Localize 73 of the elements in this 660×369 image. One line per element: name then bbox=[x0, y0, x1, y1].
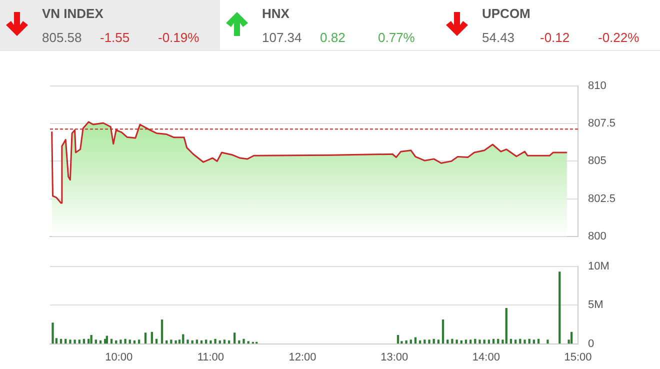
bar bbox=[52, 322, 54, 344]
bar bbox=[160, 320, 164, 344]
bar bbox=[396, 334, 400, 344]
bar bbox=[182, 334, 184, 344]
text: 0.77% bbox=[378, 30, 415, 45]
bar bbox=[124, 338, 126, 344]
bar bbox=[451, 338, 454, 344]
bar bbox=[469, 340, 472, 344]
text: UPCOM bbox=[482, 6, 530, 21]
bar bbox=[186, 340, 189, 344]
bar bbox=[90, 334, 92, 344]
bar bbox=[247, 341, 250, 344]
y-tick-label: 807.5 bbox=[588, 118, 616, 130]
bar bbox=[446, 340, 449, 344]
text: -1.55 bbox=[100, 30, 130, 45]
bar bbox=[69, 340, 72, 344]
bar bbox=[442, 320, 444, 344]
bar bbox=[74, 340, 76, 344]
bar bbox=[437, 340, 440, 344]
y-tick-label: 800 bbox=[588, 230, 606, 242]
bar bbox=[210, 340, 212, 344]
text: VN INDEX bbox=[42, 6, 104, 21]
bar bbox=[478, 340, 481, 344]
bar bbox=[233, 332, 236, 344]
text: -0.22% bbox=[598, 30, 640, 45]
y-tick-label: 5M bbox=[588, 299, 604, 312]
bar bbox=[170, 340, 172, 344]
text: -0.12 bbox=[540, 30, 570, 45]
bar bbox=[144, 332, 147, 344]
bar bbox=[150, 332, 154, 344]
bar bbox=[174, 340, 177, 344]
bar bbox=[410, 340, 412, 344]
bar bbox=[456, 340, 458, 344]
bar bbox=[120, 340, 122, 344]
text: HNX bbox=[262, 6, 290, 21]
bar bbox=[94, 340, 97, 344]
bar bbox=[78, 340, 80, 344]
y-tick-label: 805 bbox=[588, 155, 606, 168]
bar bbox=[570, 332, 573, 344]
bar bbox=[532, 340, 536, 344]
bar bbox=[488, 340, 490, 344]
x-tick-label: 14:00 bbox=[472, 351, 500, 364]
bar bbox=[405, 340, 408, 344]
bar bbox=[558, 272, 561, 344]
text: 0.82 bbox=[320, 30, 346, 45]
bar bbox=[483, 340, 486, 344]
bar bbox=[424, 340, 426, 344]
bar bbox=[214, 338, 216, 344]
x-tick-label: 13:00 bbox=[380, 351, 408, 364]
x-tick-label: 10:00 bbox=[105, 351, 133, 364]
bar bbox=[242, 338, 245, 344]
bar bbox=[138, 340, 140, 344]
text: -0.19% bbox=[158, 30, 200, 45]
bar bbox=[464, 340, 468, 344]
bar bbox=[223, 340, 226, 344]
x-tick-label: 15:00 bbox=[564, 351, 592, 364]
text: 107.34 bbox=[262, 30, 302, 45]
bar bbox=[196, 340, 198, 344]
bar bbox=[205, 340, 208, 344]
text: 805.58 bbox=[42, 30, 82, 45]
bar bbox=[128, 340, 131, 344]
bar bbox=[428, 340, 430, 344]
y-tick-label: 802.5 bbox=[588, 192, 616, 205]
bar bbox=[514, 340, 517, 344]
y-tick-label: 10M bbox=[588, 260, 610, 273]
bar bbox=[546, 340, 549, 344]
x-tick-label: 12:00 bbox=[288, 351, 316, 364]
y-tick-label: 0 bbox=[588, 338, 594, 350]
bar bbox=[505, 308, 508, 344]
x-tick-label: 11:00 bbox=[197, 351, 224, 364]
y-tick-label: 810 bbox=[588, 80, 606, 92]
text: 54.43 bbox=[482, 30, 515, 45]
bar bbox=[524, 340, 526, 344]
